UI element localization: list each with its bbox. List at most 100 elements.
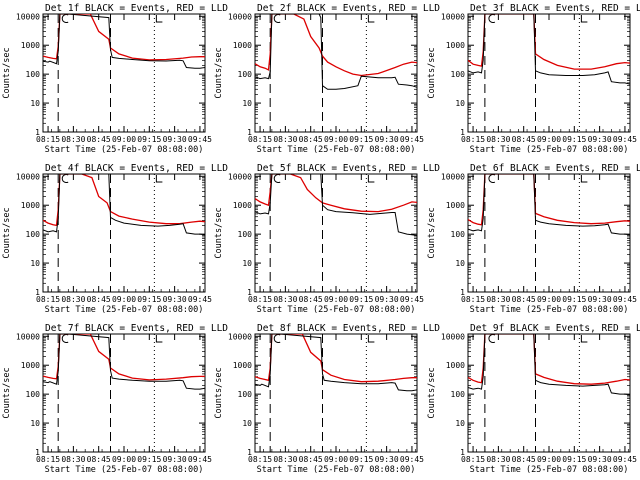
- x-axis-label: Start Time (25-Feb-07 08:08:00): [470, 465, 629, 475]
- x-tick-label: 08:30: [486, 295, 510, 304]
- x-tick-label: 09:45: [188, 455, 212, 464]
- plot-frame: [42, 13, 206, 133]
- y-tick-label: 1: [247, 288, 252, 297]
- y-tick-label: 1000: [233, 41, 252, 50]
- y-tick-label: 100: [26, 230, 41, 239]
- lld-series-line: [43, 334, 205, 381]
- x-tick-label: 08:30: [61, 295, 85, 304]
- x-tick-label: 09:15: [349, 455, 373, 464]
- x-tick-label: 09:45: [400, 135, 424, 144]
- y-tick-label: 1: [460, 288, 465, 297]
- plot-frame: [254, 333, 418, 453]
- y-tick-label: 1000: [21, 361, 40, 370]
- y-tick-label: 100: [451, 230, 466, 239]
- c-marker-glyph: [61, 174, 69, 183]
- y-axis-label: Counts/sec: [427, 47, 437, 98]
- events-series-line: [43, 174, 205, 236]
- x-axis-label: Start Time (25-Feb-07 08:08:00): [257, 145, 416, 155]
- x-tick-label: 09:30: [163, 135, 187, 144]
- y-axis-label: Counts/sec: [214, 47, 224, 98]
- lld-series-line: [468, 174, 630, 226]
- events-series-line: [255, 174, 417, 236]
- y-tick-label: 10000: [228, 12, 252, 21]
- panel-title: Det 8f BLACK = Events, RED = LLD: [257, 323, 440, 334]
- y-axis-label: Counts/sec: [214, 207, 224, 258]
- y-tick-label: 10: [455, 419, 465, 428]
- x-tick-label: 08:45: [87, 455, 111, 464]
- e-marker-glyph: [580, 335, 588, 343]
- y-tick-label: 1000: [21, 41, 40, 50]
- plot-frame: [42, 173, 206, 293]
- plot-frame: [254, 13, 418, 133]
- x-tick-label: 09:30: [163, 295, 187, 304]
- x-tick-label: 08:15: [248, 455, 272, 464]
- y-tick-label: 10: [30, 99, 40, 108]
- y-tick-label: 10000: [441, 172, 465, 181]
- c-marker-glyph: [488, 14, 496, 23]
- y-tick-label: 1: [35, 448, 40, 457]
- x-tick-label: 08:30: [273, 135, 297, 144]
- c-marker-glyph: [273, 334, 281, 343]
- lld-series-line: [43, 174, 205, 227]
- y-tick-label: 100: [26, 390, 41, 399]
- detector-panel: Det 5f BLACK = Events, RED = LLD Counts/s…: [214, 163, 440, 315]
- detector-panel: Det 7f BLACK = Events, RED = LLD Counts/s…: [2, 323, 228, 475]
- x-tick-label: 08:30: [486, 135, 510, 144]
- e-marker-glyph: [155, 335, 163, 343]
- detector-panel: Det 2f BLACK = Events, RED = LLD Counts/s…: [214, 3, 440, 155]
- x-tick-label: 09:00: [537, 455, 561, 464]
- events-series-line: [468, 14, 630, 85]
- x-tick-label: 09:00: [112, 455, 136, 464]
- y-tick-label: 1: [247, 128, 252, 137]
- detector-panel: Det 6f BLACK = Events, RED = LLD Counts/s…: [427, 163, 640, 315]
- x-tick-label: 09:00: [537, 135, 561, 144]
- lld-series-line: [255, 14, 417, 77]
- x-tick-label: 09:00: [324, 135, 348, 144]
- lld-series-line: [255, 174, 417, 213]
- y-tick-label: 10: [455, 99, 465, 108]
- x-tick-label: 08:15: [461, 295, 485, 304]
- c-marker-glyph: [488, 334, 496, 343]
- y-tick-label: 100: [451, 70, 466, 79]
- panel-title: Det 9f BLACK = Events, RED = LLD: [470, 323, 640, 334]
- c-marker-glyph: [273, 174, 281, 183]
- y-axis-label: Counts/sec: [427, 367, 437, 418]
- x-tick-label: 08:15: [36, 295, 60, 304]
- x-tick-label: 09:00: [112, 295, 136, 304]
- y-tick-label: 1000: [446, 41, 465, 50]
- detector-panel: Det 9f BLACK = Events, RED = LLD Counts/s…: [427, 323, 640, 475]
- x-tick-label: 09:15: [137, 455, 161, 464]
- e-marker-glyph: [367, 175, 375, 183]
- detector-panel: Det 4f BLACK = Events, RED = LLD Counts/s…: [2, 163, 228, 315]
- x-tick-label: 09:30: [375, 455, 399, 464]
- x-tick-label: 09:30: [375, 135, 399, 144]
- lld-series-line: [468, 334, 630, 385]
- x-tick-label: 08:15: [248, 295, 272, 304]
- x-tick-label: 09:30: [375, 295, 399, 304]
- c-marker-glyph: [488, 174, 496, 183]
- x-tick-label: 09:15: [562, 135, 586, 144]
- y-axis-label: Counts/sec: [2, 207, 12, 258]
- panel-title: Det 5f BLACK = Events, RED = LLD: [257, 163, 440, 174]
- x-axis-label: Start Time (25-Feb-07 08:08:00): [470, 145, 629, 155]
- x-tick-label: 09:00: [112, 135, 136, 144]
- y-tick-label: 1000: [446, 361, 465, 370]
- x-tick-label: 08:45: [512, 295, 536, 304]
- y-tick-label: 1000: [21, 201, 40, 210]
- y-tick-label: 10000: [16, 172, 40, 181]
- x-tick-label: 08:15: [461, 455, 485, 464]
- y-tick-label: 10000: [441, 12, 465, 21]
- e-marker-glyph: [155, 175, 163, 183]
- e-marker-glyph: [367, 335, 375, 343]
- x-tick-label: 08:45: [512, 455, 536, 464]
- c-marker-glyph: [61, 14, 69, 23]
- x-axis-label: Start Time (25-Feb-07 08:08:00): [45, 305, 204, 315]
- detector-panel: Det 1f BLACK = Events, RED = LLD Counts/s…: [2, 3, 228, 155]
- x-tick-label: 09:15: [349, 295, 373, 304]
- x-tick-label: 08:15: [36, 135, 60, 144]
- y-axis-label: Counts/sec: [214, 367, 224, 418]
- y-tick-label: 10000: [16, 332, 40, 341]
- x-tick-label: 08:15: [36, 455, 60, 464]
- c-marker-glyph: [61, 334, 69, 343]
- y-tick-label: 10: [242, 259, 252, 268]
